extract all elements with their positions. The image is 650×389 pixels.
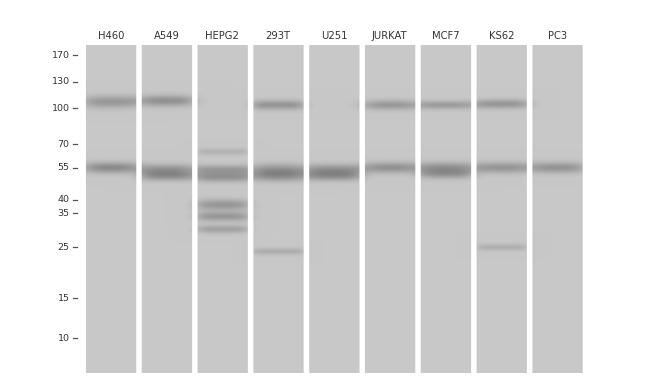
- Text: 10: 10: [58, 334, 70, 343]
- Text: 70: 70: [58, 140, 70, 149]
- Text: 100: 100: [51, 104, 70, 113]
- Text: HEPG2: HEPG2: [205, 31, 239, 41]
- Text: 170: 170: [51, 51, 70, 60]
- Text: 25: 25: [58, 243, 70, 252]
- Text: 130: 130: [51, 77, 70, 86]
- Text: 55: 55: [58, 163, 70, 172]
- Text: 15: 15: [58, 294, 70, 303]
- Text: PC3: PC3: [547, 31, 567, 41]
- Text: KS62: KS62: [489, 31, 514, 41]
- Text: MCF7: MCF7: [432, 31, 460, 41]
- Text: 35: 35: [57, 209, 70, 218]
- Text: JURKAT: JURKAT: [372, 31, 408, 41]
- Text: 293T: 293T: [266, 31, 291, 41]
- Text: H460: H460: [98, 31, 124, 41]
- Text: A549: A549: [153, 31, 179, 41]
- Text: 40: 40: [58, 195, 70, 204]
- Text: U251: U251: [320, 31, 347, 41]
